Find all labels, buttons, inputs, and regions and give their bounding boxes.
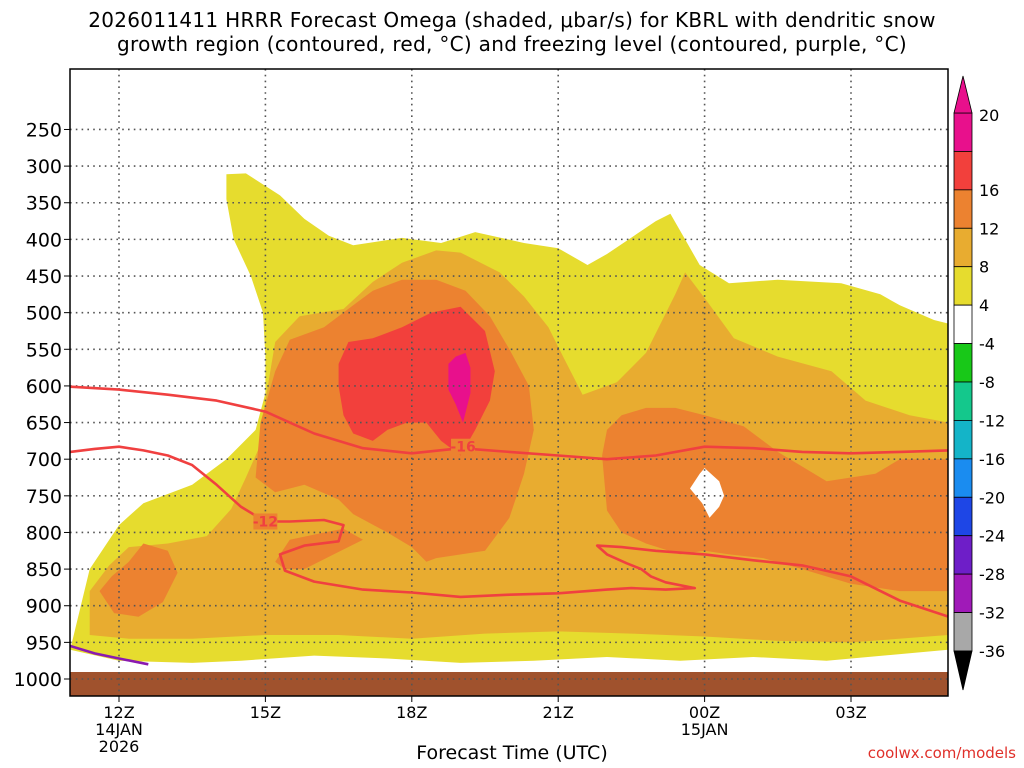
dgz-contour-label: -12 [253, 514, 278, 530]
x-tick-label-12Z-0: 12Z [103, 703, 134, 722]
plot-frame [69, 68, 949, 697]
omega-region-16-6 [338, 306, 495, 456]
colorbar-swatch--24 [953, 496, 973, 537]
y-tick-label-900: 900 [26, 596, 62, 618]
y-tick-label-350: 350 [26, 193, 62, 215]
y-tick-label-600: 600 [26, 376, 62, 398]
y-tick-label-700: 700 [26, 449, 62, 471]
colorbar-label--8: -8 [979, 373, 995, 392]
colorbar-label-20: 20 [979, 106, 999, 125]
colorbar-swatch-4 [953, 266, 973, 306]
x-tick-label-00Z-0: 00Z [689, 703, 720, 722]
colorbar-swatch-20 [953, 112, 973, 152]
omega-region-20-7 [448, 352, 471, 423]
colorbar-swatch--16 [953, 420, 973, 460]
y-tick-label-300: 300 [26, 156, 62, 178]
dgz-label-bg [451, 438, 476, 455]
colorbar-label-12: 12 [979, 219, 999, 238]
colorbar-label--20: -20 [979, 488, 1005, 507]
colorbar-label--28: -28 [979, 565, 1005, 584]
freezing-level-contour-0 [70, 644, 149, 666]
dgz-label-bg [253, 513, 278, 530]
colorbar-over-arrow [953, 75, 973, 114]
colorbar-swatch--12 [953, 381, 973, 421]
colorbar-swatch-16 [953, 151, 973, 191]
plot-area: -16 -12 [70, 69, 948, 696]
omega-weak-region-0 [690, 468, 725, 518]
colorbar-label--24: -24 [979, 527, 1005, 546]
source-credit: coolwx.com/models [867, 744, 1016, 762]
x-tick-label-15Z-0: 15Z [250, 703, 281, 722]
x-tick-label-00Z-1: 15JAN [681, 720, 729, 739]
colorbar-label-16: 16 [979, 181, 999, 200]
y-tick-label-400: 400 [26, 229, 62, 251]
colorbar-swatch-12 [953, 189, 973, 229]
x-tick-label-21Z-0: 21Z [543, 703, 574, 722]
colorbar-swatch--36 [953, 612, 973, 652]
x-tick-label-18Z-0: 18Z [396, 703, 427, 722]
colorbar-swatch--32 [953, 573, 973, 613]
colorbar-label--12: -12 [979, 411, 1005, 430]
y-tick-label-750: 750 [26, 486, 62, 508]
y-tick-label-250: 250 [26, 119, 62, 141]
y-tick-label-500: 500 [26, 303, 62, 325]
colorbar-label--36: -36 [979, 642, 1005, 661]
x-tick-label-12Z-2: 2026 [99, 737, 140, 756]
y-tick-label-550: 550 [26, 339, 62, 361]
y-tick-label-850: 850 [26, 559, 62, 581]
chart-title-line-1: 2026011411 HRRR Forecast Omega (shaded, … [88, 8, 936, 32]
colorbar-under-arrow [953, 650, 973, 691]
ground-surface [70, 672, 948, 696]
colorbar-label--4: -4 [979, 335, 995, 354]
y-tick-label-450: 450 [26, 266, 62, 288]
colorbar-swatch--4 [953, 304, 973, 344]
y-tick-label-800: 800 [26, 522, 62, 544]
chart-title-line-2: growth region (contoured, red, °C) and f… [117, 32, 907, 56]
colorbar-label--32: -32 [979, 604, 1005, 623]
colorbar-label-4: 4 [979, 296, 989, 315]
colorbar-swatch--20 [953, 458, 973, 498]
x-axis-label: Forecast Time (UTC) [416, 742, 608, 764]
dgz-contour--16 [70, 385, 948, 461]
dgz-contour--12 [70, 445, 948, 618]
y-tick-label-650: 650 [26, 413, 62, 435]
omega-region-12-4 [275, 528, 363, 570]
y-tick-label-950: 950 [26, 632, 62, 654]
colorbar-swatch-8 [953, 227, 973, 268]
colorbar-swatch--8 [953, 343, 973, 383]
colorbar-swatch--28 [953, 535, 973, 575]
omega-region-12-5 [602, 407, 948, 592]
y-tick-label-1000: 1000 [14, 669, 62, 691]
colorbar-label-8: 8 [979, 258, 989, 277]
colorbar-label--16: -16 [979, 450, 1005, 469]
omega-region-12-2 [99, 543, 178, 617]
x-tick-label-03Z-0: 03Z [835, 703, 866, 722]
dgz-contour-label: -16 [450, 440, 475, 456]
x-tick-label-12Z-1: 14JAN [95, 720, 143, 739]
